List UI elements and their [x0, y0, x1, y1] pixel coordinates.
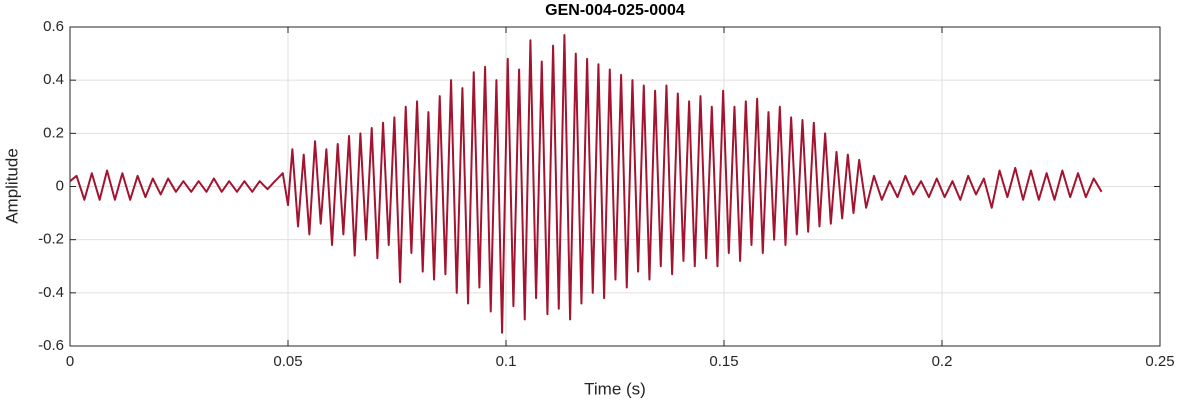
y-tick-label: 0.4 — [43, 71, 64, 88]
plot-frame — [69, 26, 1161, 347]
x-tick-label: 0.15 — [709, 353, 738, 370]
x-tick-label: 0.2 — [932, 353, 953, 370]
y-axis-label: Amplitude — [2, 148, 21, 224]
x-tick-label: 0 — [66, 353, 74, 370]
y-tick-label: -0.2 — [38, 231, 64, 248]
x-axis-label: Time (s) — [584, 379, 646, 398]
y-tick-label: 0 — [56, 177, 64, 194]
y-tick-label: 0.6 — [43, 18, 64, 35]
x-tick-label: 0.05 — [273, 353, 302, 370]
x-tick-label: 0.1 — [496, 353, 517, 370]
y-tick-label: -0.4 — [38, 284, 64, 301]
chart-title: GEN-004-025-0004 — [545, 2, 685, 19]
signal-line — [69, 33, 1103, 334]
x-tick-label: 0.25 — [1145, 353, 1174, 370]
y-tick-label: -0.6 — [38, 337, 64, 354]
y-tick-label: 0.2 — [43, 124, 64, 141]
